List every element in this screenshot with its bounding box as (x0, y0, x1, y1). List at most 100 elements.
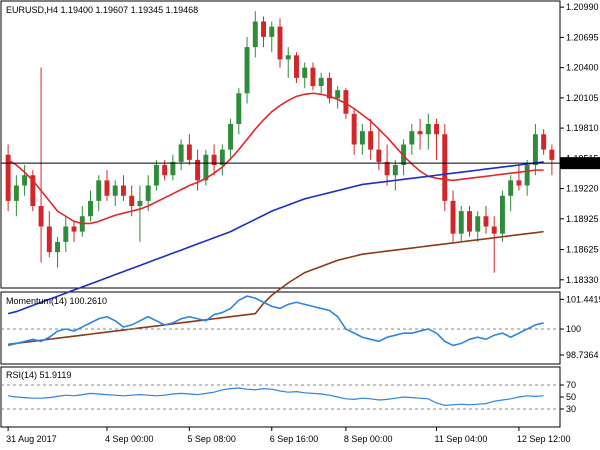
rsi-marks (1, 384, 560, 410)
candle-body (467, 211, 472, 232)
candle-body (145, 185, 151, 201)
candle-body (22, 175, 28, 186)
candle-body (195, 159, 201, 181)
candle-body (153, 165, 159, 186)
candle-body (162, 165, 168, 176)
price-title: EURUSD,H4 1.19400 1.19607 1.19345 1.1946… (6, 5, 198, 15)
moving-average-slow-line (8, 230, 544, 346)
candle-body (302, 67, 308, 78)
price-tick-label: 1.20105 (566, 93, 599, 103)
rsi-line (8, 387, 544, 407)
candle-body (236, 93, 242, 124)
candle-body (425, 124, 431, 135)
axis-marks: 1.209901.206951.204001.201051.198101.195… (6, 2, 600, 444)
momentum-tick-label: 100 (566, 324, 581, 334)
candle-body (252, 21, 258, 48)
candle-body (170, 161, 176, 176)
current-price-tag-label: 1.19468 (563, 158, 596, 168)
candle-body (532, 134, 538, 165)
candle-body (491, 226, 497, 234)
candle-body (277, 26, 283, 60)
candle-body (368, 131, 374, 150)
candle-body (244, 47, 250, 94)
candle-body (434, 124, 440, 135)
price-tick-label: 1.18625 (566, 245, 599, 255)
momentum-marks (1, 295, 560, 347)
candle-body (137, 200, 143, 206)
candle-body (285, 55, 291, 60)
candle-body (269, 26, 275, 37)
candle-body (186, 144, 192, 160)
candle-body (178, 144, 184, 162)
candle-body (508, 180, 514, 196)
candle-body (351, 113, 357, 145)
time-tick-label: 6 Sep 16:00 (270, 434, 319, 444)
candle-body (228, 124, 234, 150)
candle-body (318, 77, 324, 87)
candle-body (219, 149, 225, 165)
candle-body (326, 77, 332, 99)
candle-body (129, 195, 135, 206)
candle-body (71, 226, 77, 232)
candle-body (376, 149, 382, 162)
candle-body (384, 161, 390, 176)
candle-body (55, 241, 61, 253)
momentum-panel (0, 291, 561, 365)
candle-body (112, 185, 118, 196)
rsi-panel (0, 366, 561, 428)
time-tick-label: 11 Sep 04:00 (435, 434, 488, 444)
candle-body (30, 175, 36, 206)
rsi-tick-label: 50 (566, 392, 576, 402)
candle-body (475, 216, 481, 232)
price-tick-label: 1.20990 (566, 2, 599, 12)
time-tick-label: 5 Sep 08:00 (187, 434, 236, 444)
candle-body (541, 134, 547, 150)
momentum-line (7, 295, 544, 347)
rsi-title: RSI(14) 51.9119 (6, 370, 71, 380)
candle-body (96, 180, 102, 201)
rsi-tick-label: 70 (566, 380, 576, 390)
candle-body (450, 200, 456, 234)
candle-body (392, 165, 398, 176)
candle-body (13, 185, 19, 201)
candle-body (211, 154, 217, 165)
candle-body (46, 226, 52, 253)
candle-body (261, 21, 266, 37)
time-tick-label: 8 Sep 00:00 (344, 434, 393, 444)
candle-body (458, 211, 464, 234)
moving-average-mid-line (7, 161, 544, 315)
momentum-tick-label: 98.7364 (566, 350, 599, 360)
current-price-tag (560, 157, 600, 170)
candle-body (63, 226, 69, 242)
price-tick-label: 1.19810 (566, 123, 599, 133)
candle-body (335, 90, 341, 99)
time-tick-label: 4 Sep 00:00 (105, 434, 154, 444)
candle-body (38, 206, 44, 227)
moving-average-fast-line (7, 92, 544, 225)
time-tick-label: 31 Aug 2017 (6, 434, 57, 444)
momentum-tick-label: 101.4419 (566, 294, 600, 304)
rsi-tick-label: 30 (566, 404, 576, 414)
candle-body (104, 180, 110, 196)
price-tick-label: 1.18925 (566, 214, 599, 224)
candle-body (483, 216, 489, 227)
candle-body (516, 180, 522, 186)
candle-body (343, 90, 349, 114)
candle-body (409, 131, 415, 145)
candle-body (310, 67, 316, 87)
price-tick-label: 1.20695 (566, 32, 599, 42)
candle-body (417, 131, 423, 135)
candle-body (499, 195, 505, 234)
price-tick-label: 1.18330 (566, 275, 599, 285)
candle-body (294, 55, 299, 78)
candle-body (524, 165, 530, 186)
candle-body (442, 134, 448, 201)
price-marks (1, 11, 560, 346)
candle-body (88, 200, 93, 217)
candle-body (203, 154, 209, 181)
price-tick-label: 1.20400 (566, 63, 599, 73)
candle-body (5, 154, 11, 201)
time-tick-label: 12 Sep 12:00 (517, 434, 571, 444)
candle-body (359, 131, 365, 145)
